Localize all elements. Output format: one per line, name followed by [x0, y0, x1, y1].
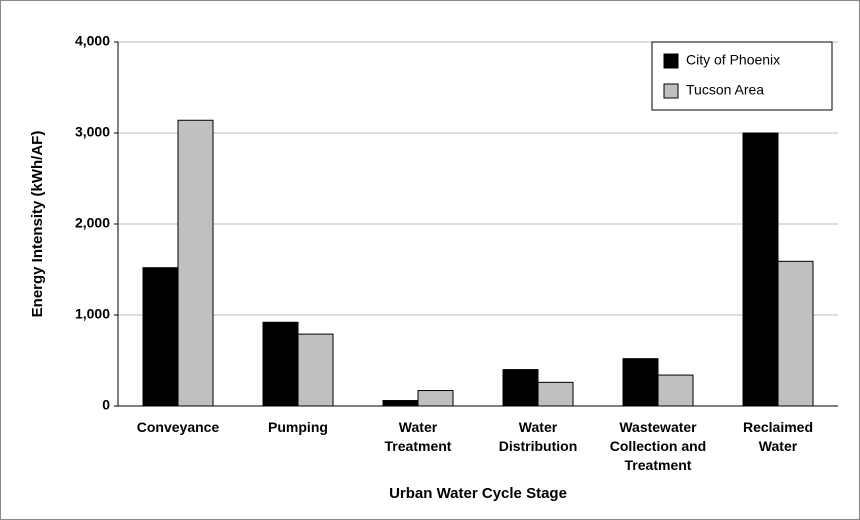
- x-tick-label-line: Water: [399, 419, 438, 435]
- bar: [777, 260, 814, 407]
- legend-swatch: [663, 53, 679, 69]
- x-tick-label-line: Water: [759, 438, 798, 454]
- y-axis-title: Energy Intensity (kWh/AF): [29, 131, 46, 318]
- bar: [622, 358, 659, 407]
- bar: [742, 132, 779, 407]
- x-tick-label: Reclaimed Water: [743, 419, 813, 454]
- legend-swatch: [663, 83, 679, 99]
- bar: [417, 390, 454, 407]
- bar: [142, 267, 179, 407]
- x-tick-label-line: Treatment: [625, 457, 692, 473]
- x-tick-label-line: Water: [519, 419, 558, 435]
- legend-label: Tucson Area: [686, 82, 764, 98]
- y-tick-label: 1,000: [75, 306, 110, 322]
- y-tick-label: 0: [102, 397, 110, 413]
- y-tick-label: 4,000: [75, 33, 110, 49]
- bar: [297, 333, 334, 407]
- x-tick-label: Water Treatment: [385, 419, 452, 454]
- x-tick-label-line: Wastewater: [619, 419, 697, 435]
- x-axis-title: Urban Water Cycle Stage: [389, 485, 567, 502]
- x-tick-label: Water Distribution: [499, 419, 578, 454]
- x-tick-label-line: Reclaimed: [743, 419, 813, 435]
- x-tick-label-line: Treatment: [385, 438, 452, 454]
- bar: [502, 369, 539, 407]
- bar: [262, 321, 299, 407]
- x-tick-label: Pumping: [268, 419, 328, 435]
- bar: [177, 119, 214, 407]
- legend-box: [651, 41, 833, 111]
- x-tick-label: Conveyance: [137, 419, 220, 435]
- y-tick-label: 2,000: [75, 215, 110, 231]
- x-tick-label-line: Conveyance: [137, 419, 220, 435]
- bar: [657, 374, 694, 407]
- x-tick-label: Wastewater Collection and Treatment: [610, 419, 706, 473]
- bar: [382, 400, 419, 407]
- x-tick-label-line: Collection and: [610, 438, 706, 454]
- legend-label: City of Phoenix: [686, 52, 780, 68]
- x-tick-label-line: Distribution: [499, 438, 578, 454]
- bar: [537, 381, 574, 407]
- y-tick-label: 3,000: [75, 124, 110, 140]
- x-tick-label-line: Pumping: [268, 419, 328, 435]
